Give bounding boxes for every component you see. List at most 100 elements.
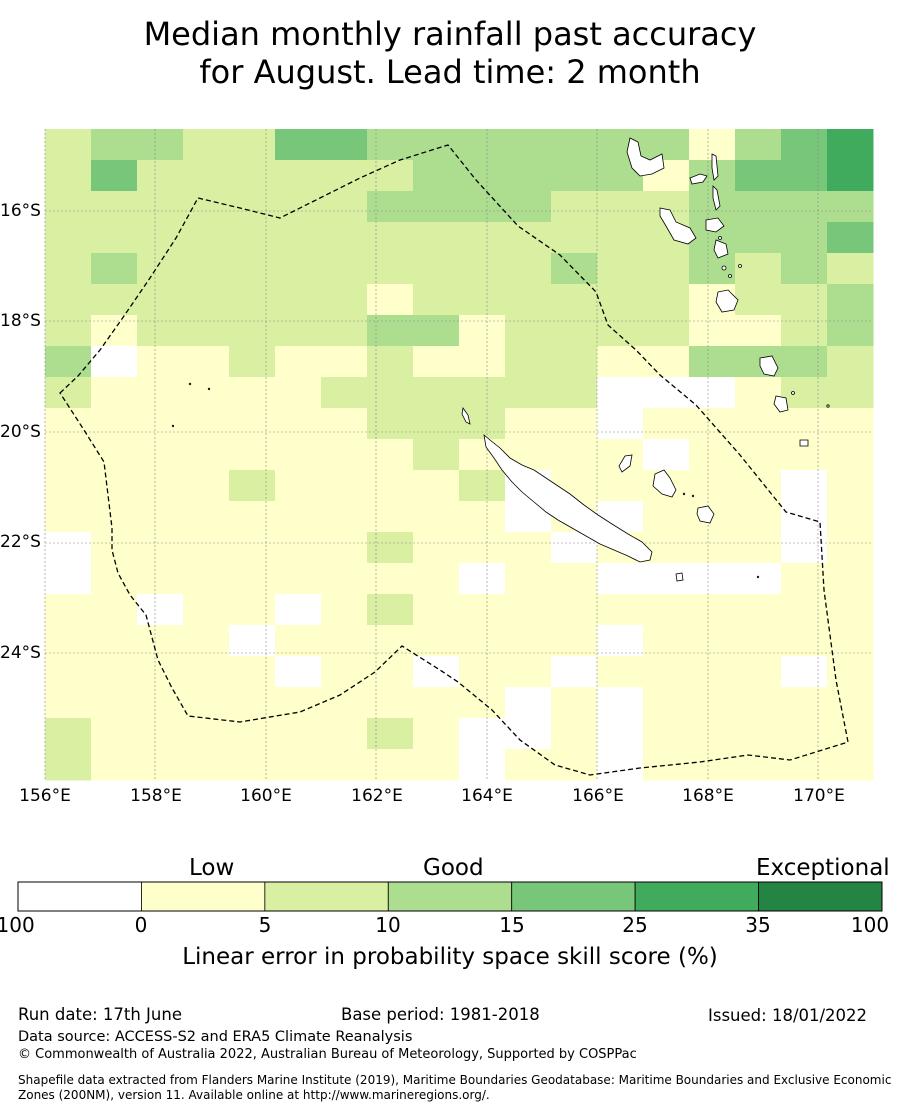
- skill-cell: [413, 594, 460, 626]
- skill-cell: [91, 160, 138, 192]
- skill-cell: [45, 687, 92, 719]
- skill-cell: [459, 625, 506, 657]
- skill-cell: [321, 718, 368, 750]
- skill-cell: [367, 129, 414, 161]
- skill-cell: [367, 563, 414, 595]
- skill-cell: [413, 687, 460, 719]
- skill-cell: [91, 408, 138, 440]
- skill-cell: [45, 160, 92, 192]
- islet: [721, 265, 727, 271]
- skill-cell: [45, 284, 92, 316]
- lat-label: 22°S: [0, 532, 41, 552]
- lon-label: 162°E: [351, 786, 403, 806]
- skill-cell: [321, 253, 368, 285]
- skill-cell: [321, 315, 368, 347]
- skill-cell: [91, 563, 138, 595]
- skill-cell: [551, 191, 598, 223]
- maewo-island: [711, 153, 719, 181]
- skill-cell: [735, 594, 782, 626]
- islet: [188, 382, 192, 386]
- skill-cell: [413, 284, 460, 316]
- skill-cell: [643, 129, 690, 161]
- epi-island: [713, 239, 729, 259]
- skill-cell: [413, 656, 460, 688]
- skill-cell: [459, 656, 506, 688]
- skill-cell: [275, 563, 322, 595]
- skill-cell: [413, 191, 460, 223]
- skill-cell: [321, 377, 368, 409]
- lat-label: 20°S: [0, 422, 41, 442]
- skill-cell: [275, 718, 322, 750]
- skill-cell: [689, 625, 736, 657]
- skill-cell: [551, 377, 598, 409]
- skill-cell: [183, 501, 230, 533]
- skill-cell: [781, 687, 828, 719]
- skill-cell: [505, 346, 552, 378]
- skill-cell: [137, 470, 184, 502]
- skill-cell: [321, 625, 368, 657]
- skill-cell: [229, 191, 276, 223]
- lon-label: 170°E: [793, 786, 845, 806]
- skill-cell: [597, 346, 644, 378]
- skill-cell: [597, 594, 644, 626]
- skill-cell: [735, 718, 782, 750]
- skill-cell: [275, 687, 322, 719]
- ile-des-pins-island: [675, 572, 684, 582]
- skill-cell: [643, 439, 690, 471]
- colorbar-segment: [758, 881, 883, 912]
- shapefile-credit: Shapefile data extracted from Flanders M…: [18, 1073, 892, 1102]
- skill-cell: [689, 594, 736, 626]
- skill-cell: [137, 563, 184, 595]
- skill-cell: [505, 129, 552, 161]
- skill-cell: [91, 253, 138, 285]
- skill-cell: [551, 315, 598, 347]
- islands: [171, 137, 830, 582]
- skill-cell: [137, 315, 184, 347]
- skill-cell: [367, 191, 414, 223]
- skill-cell: [643, 315, 690, 347]
- skill-cell: [91, 687, 138, 719]
- skill-cell: [781, 191, 828, 223]
- skill-cell: [781, 253, 828, 285]
- skill-cell: [413, 377, 460, 409]
- islet: [791, 391, 795, 395]
- skill-cell: [183, 408, 230, 440]
- skill-cell: [689, 470, 736, 502]
- skill-cell: [137, 129, 184, 161]
- skill-cell: [781, 408, 828, 440]
- skill-cell: [183, 222, 230, 254]
- skill-cell: [229, 656, 276, 688]
- lat-label: 24°S: [0, 643, 41, 663]
- skill-cell: [459, 346, 506, 378]
- aneityum-island: [799, 439, 809, 447]
- skill-cell: [183, 253, 230, 285]
- skill-cell: [459, 749, 506, 781]
- skill-cell: [275, 656, 322, 688]
- skill-cell: [413, 625, 460, 657]
- skill-cell: [643, 253, 690, 285]
- skill-cell: [459, 315, 506, 347]
- skill-cell: [597, 656, 644, 688]
- skill-cell: [183, 563, 230, 595]
- skill-cell: [367, 222, 414, 254]
- skill-cell: [827, 129, 874, 161]
- skill-cell: [597, 563, 644, 595]
- run-date: Run date: 17th June: [18, 1005, 182, 1024]
- skill-cell: [413, 222, 460, 254]
- skill-cell: [45, 222, 92, 254]
- skill-cell: [367, 408, 414, 440]
- skill-cell: [275, 346, 322, 378]
- skill-cell: [689, 315, 736, 347]
- skill-cell: [689, 346, 736, 378]
- skill-cell: [735, 563, 782, 595]
- skill-cell: [505, 749, 552, 781]
- skill-cell: [137, 594, 184, 626]
- colorbar-segment: [264, 881, 389, 912]
- skill-cell: [827, 377, 874, 409]
- skill-cell: [505, 284, 552, 316]
- skill-cell: [321, 749, 368, 781]
- skill-cell: [735, 191, 782, 223]
- skill-cell: [413, 501, 460, 533]
- skill-cell: [689, 749, 736, 781]
